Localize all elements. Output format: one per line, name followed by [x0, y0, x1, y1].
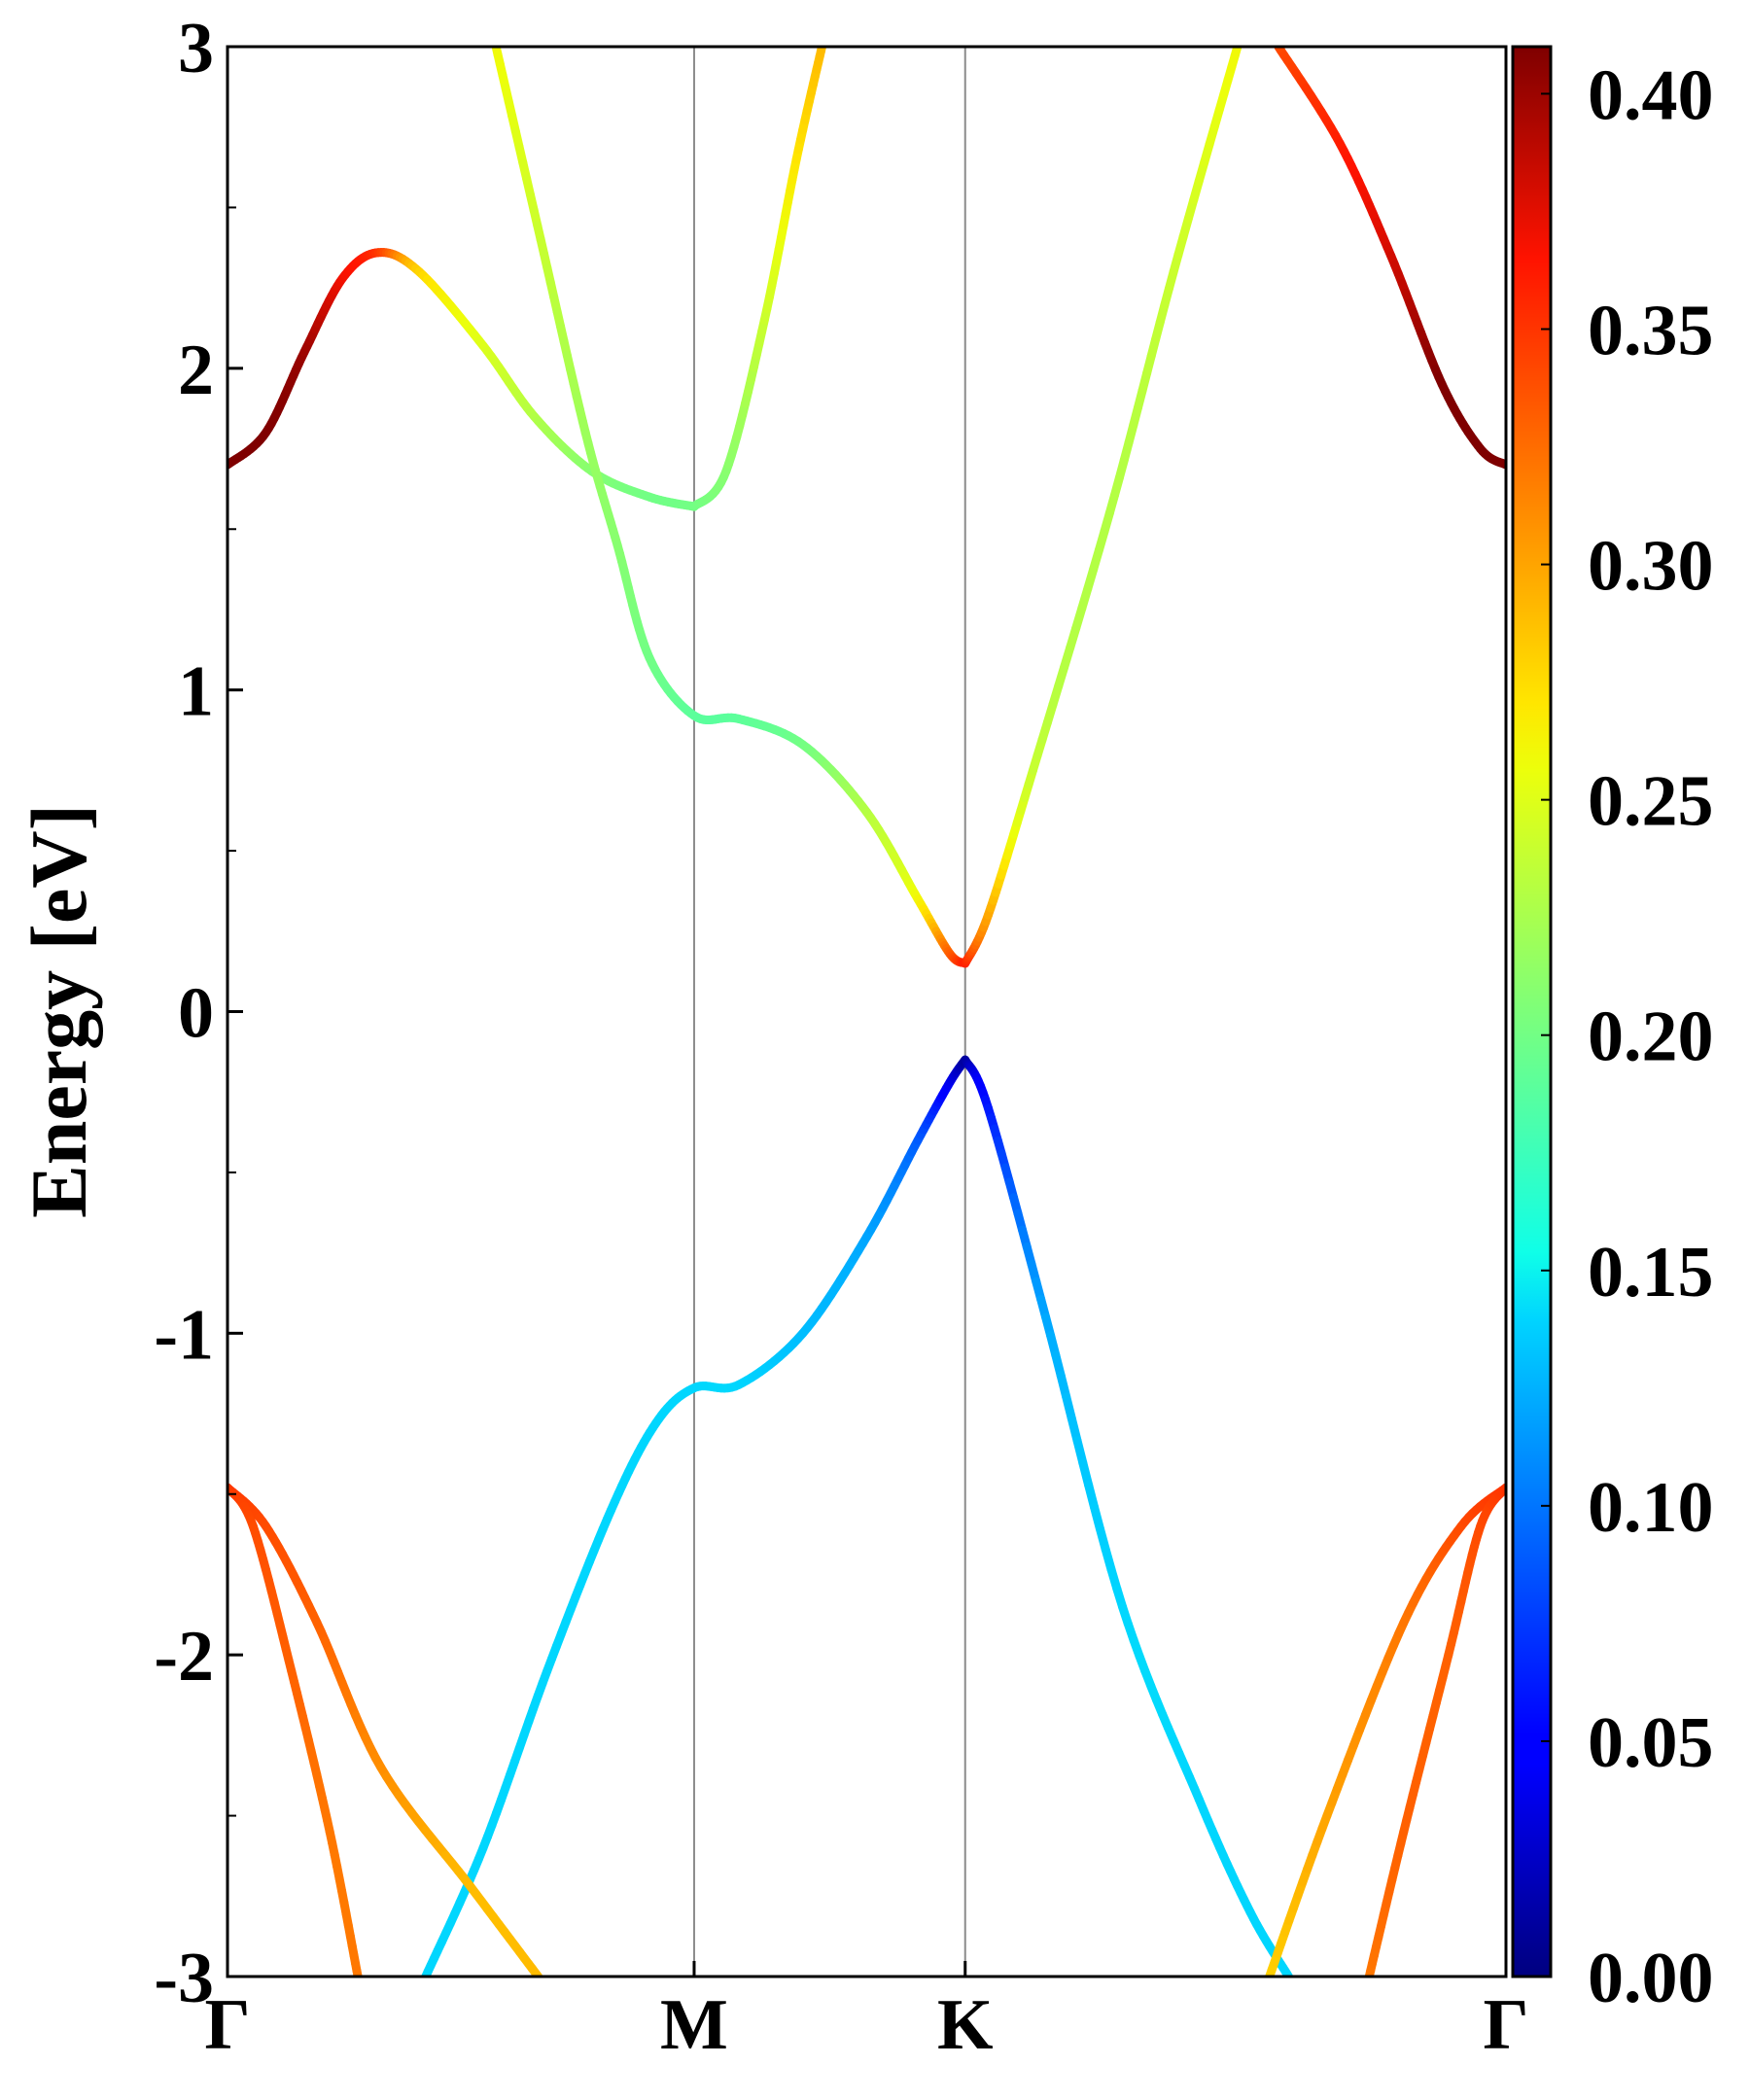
band-1 — [491, 47, 970, 968]
colorbar-tick-label: 0.00 — [1588, 1939, 1714, 2018]
x-tick-label-1: M — [660, 1985, 728, 2065]
colorbar-tick-label: 0.15 — [1588, 1233, 1714, 1312]
colorbar-tick-label: 0.10 — [1588, 1468, 1714, 1548]
x-tick-label-0: Γ — [204, 1985, 250, 2065]
colorbar-ticks: 0.00 0.05 0.10 0.15 0.20 0.25 0.30 0.35 0.40 — [1541, 55, 1714, 2018]
y-tick-label: -1 — [154, 1295, 214, 1375]
y-tick-label: 2 — [178, 331, 214, 410]
band-10 — [1364, 1483, 1506, 1977]
x-tick-label-2: K — [937, 1985, 994, 2065]
x-tick-label-3: Γ — [1483, 1985, 1528, 2065]
band-4 — [1274, 47, 1506, 470]
high-symmetry-lines — [692, 47, 966, 1977]
plot-frame — [226, 45, 1508, 1978]
y-tick-label: 3 — [178, 9, 214, 88]
band-2 — [689, 47, 826, 511]
band-7 — [228, 1483, 543, 1977]
band-8 — [228, 1483, 363, 1977]
colorbar-tick-label: 0.25 — [1588, 762, 1714, 842]
colorbar-tick-label: 0.05 — [1588, 1703, 1714, 1783]
y-axis-ticks: 3 2 1 0 -1 -2 -3 — [154, 9, 243, 2018]
y-tick-label: 0 — [178, 974, 214, 1054]
colorbar — [1511, 45, 1553, 1978]
band-6 — [961, 1055, 1293, 1977]
colorbar-tick-label: 0.30 — [1588, 527, 1714, 607]
colorbar-tick-label: 0.35 — [1588, 291, 1714, 370]
y-tick-label: -2 — [154, 1617, 214, 1697]
band-curves — [228, 47, 1506, 1977]
band-0 — [228, 248, 699, 511]
band-5 — [421, 1055, 970, 1977]
colorbar-tick-label: 0.40 — [1588, 55, 1714, 135]
band-3 — [961, 47, 1242, 968]
y-tick-label: 1 — [178, 652, 214, 732]
y-tick-label: -3 — [154, 1939, 214, 2018]
colorbar-tick-label: 0.20 — [1588, 998, 1714, 1077]
band-3-segment — [1230, 47, 1242, 60]
y-axis-title: Energy [eV] — [15, 804, 103, 1218]
